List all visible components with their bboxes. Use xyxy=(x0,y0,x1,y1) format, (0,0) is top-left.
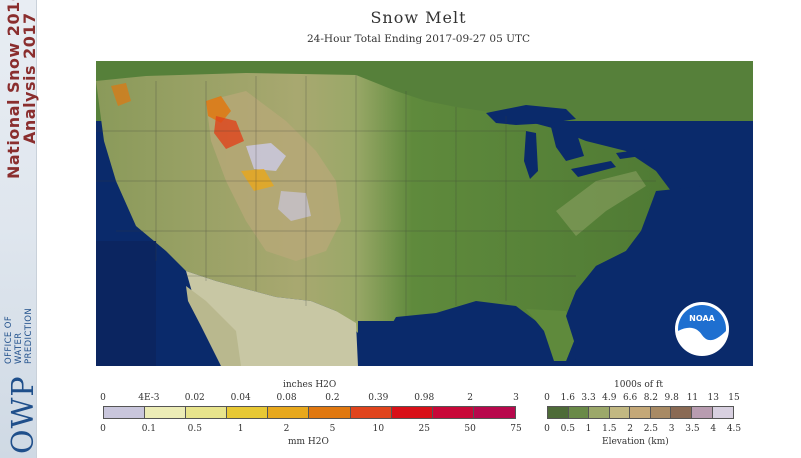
elev-swatch xyxy=(650,407,672,418)
elev-swatch xyxy=(671,407,692,418)
melt-swatch xyxy=(391,407,433,418)
elev-top-tick: 3.3 xyxy=(581,393,596,403)
melt-swatch xyxy=(145,407,187,418)
melt-top-tick: 4E-3 xyxy=(138,393,160,403)
page-subtitle: 24-Hour Total Ending 2017-09-27 05 UTC xyxy=(307,33,530,45)
elev-bottom-tick: 1 xyxy=(585,424,592,434)
melt-bottom-tick: 1 xyxy=(237,424,244,434)
page-title: Snow Melt xyxy=(370,8,467,27)
elev-top-tick: 1.6 xyxy=(560,393,575,403)
lake-ontario xyxy=(616,149,648,159)
melt-swatch xyxy=(186,407,228,418)
elev-swatch xyxy=(712,407,734,418)
elev-bottom-tick: 3.5 xyxy=(685,424,700,434)
melt-swatch xyxy=(309,407,351,418)
svg-text:NOAA: NOAA xyxy=(689,314,715,323)
melt-bottom-tick: 25 xyxy=(418,424,430,434)
melt-swatch xyxy=(227,407,269,418)
elev-legend-colorbar xyxy=(547,406,734,419)
melt-swatch xyxy=(350,407,392,418)
melt-cascades xyxy=(111,83,131,106)
elev-swatch xyxy=(609,407,631,418)
elev-bottom-tick: 4 xyxy=(710,424,717,434)
melt-top-tick: 0.98 xyxy=(414,393,435,403)
lake-superior xyxy=(486,105,576,125)
melt-bottom-tick: 50 xyxy=(464,424,476,434)
elev-bottom-tick: 2.5 xyxy=(643,424,659,434)
melt-bottom-tick: 0.1 xyxy=(141,424,157,434)
melt-idaho xyxy=(214,116,244,149)
melt-top-tick: 0.08 xyxy=(276,393,297,403)
melt-bottom-tick: 10 xyxy=(372,424,385,434)
melt-swatch xyxy=(104,407,146,418)
melt-top-tick: 2 xyxy=(467,393,473,403)
elev-bottom-tick: 1.5 xyxy=(602,424,617,434)
melt-swatch xyxy=(432,407,474,418)
elev-top-tick: 13 xyxy=(707,393,719,403)
melt-colorado xyxy=(278,191,311,221)
elev-bottom-tick: 0 xyxy=(544,424,550,434)
lake-huron xyxy=(551,127,584,161)
melt-bottom-tick: 2 xyxy=(283,424,290,434)
melt-montana xyxy=(206,96,231,123)
elev-legend-bottom-label: Elevation (km) xyxy=(602,437,669,447)
melt-top-tick: 0.39 xyxy=(368,393,389,403)
elev-top-tick: 0 xyxy=(544,393,550,403)
appalachians xyxy=(556,171,646,236)
melt-top-tick: 0 xyxy=(100,393,106,403)
elev-top-tick: 11 xyxy=(686,393,699,403)
elev-swatch xyxy=(568,407,590,418)
elev-swatch xyxy=(589,407,610,418)
melt-bottom-tick: 0 xyxy=(100,424,106,434)
elev-top-tick: 15 xyxy=(728,393,740,403)
elev-top-tick: 4.9 xyxy=(602,393,617,403)
elev-top-tick: 8.2 xyxy=(643,393,659,403)
elev-top-tick: 6.6 xyxy=(622,393,638,403)
gulf-of-mexico xyxy=(358,321,558,366)
baja xyxy=(186,286,241,366)
melt-bottom-tick: 0.5 xyxy=(187,424,202,434)
melt-bottom-tick: 5 xyxy=(329,424,336,434)
pacific-ocean xyxy=(96,241,156,366)
elev-legend-top-label: 1000s of ft xyxy=(614,380,663,390)
melt-top-tick: 0.04 xyxy=(230,393,251,403)
state-borders xyxy=(96,75,656,321)
elev-bottom-tick: 0.5 xyxy=(560,424,575,434)
elev-bottom-tick: 2 xyxy=(627,424,633,434)
elev-swatch xyxy=(691,407,713,418)
elev-swatch xyxy=(548,407,569,418)
melt-bottom-tick: 75 xyxy=(510,424,522,434)
owp-logo-text: OWP xyxy=(6,375,41,454)
melt-swatch xyxy=(268,407,310,418)
noaa-logo-icon: NOAA xyxy=(675,302,729,356)
melt-top-tick: 3 xyxy=(513,393,519,403)
noaa-logo[interactable]: NOAA xyxy=(674,301,730,357)
lake-michigan xyxy=(524,131,538,179)
elev-bottom-tick: 3 xyxy=(668,424,675,434)
elev-swatch xyxy=(630,407,651,418)
sidebar: National Snow 2016- Analysis 2017 OFFICE… xyxy=(0,0,41,458)
melt-wyoming-orange xyxy=(241,169,274,191)
melt-legend-top-label: inches H2O xyxy=(283,380,337,390)
map-canvas xyxy=(96,61,753,366)
snow-melt-map[interactable] xyxy=(96,61,753,366)
melt-swatch xyxy=(473,407,515,418)
owp-logo: OWP xyxy=(0,268,41,458)
melt-top-tick: 0.02 xyxy=(184,393,205,403)
sidebar-title: National Snow 2016- Analysis 2017 xyxy=(2,0,39,179)
elev-top-tick: 9.8 xyxy=(664,393,679,403)
elev-bottom-tick: 4.5 xyxy=(726,424,742,434)
melt-legend-colorbar xyxy=(103,406,516,419)
lake-erie xyxy=(571,161,616,177)
florida xyxy=(526,309,574,361)
melt-legend-bottom-label: mm H2O xyxy=(288,437,329,447)
melt-top-tick: 0.2 xyxy=(325,393,340,403)
